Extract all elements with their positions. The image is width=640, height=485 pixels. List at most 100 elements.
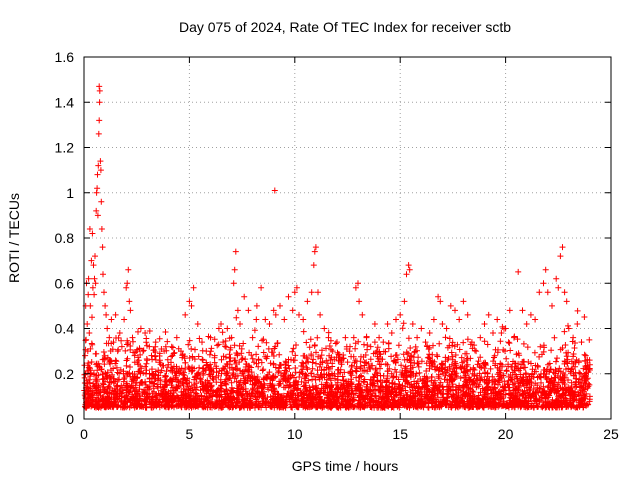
data-point xyxy=(513,393,520,400)
data-point xyxy=(82,352,89,359)
data-point xyxy=(447,302,454,309)
data-point xyxy=(112,311,119,318)
data-point xyxy=(393,316,399,323)
data-point xyxy=(584,375,591,382)
y-axis-label: ROTI / TECUs xyxy=(6,193,22,283)
data-point xyxy=(112,388,119,395)
data-point xyxy=(492,388,499,395)
data-point xyxy=(502,384,509,391)
data-point xyxy=(565,388,572,395)
data-point xyxy=(570,334,577,341)
data-point xyxy=(494,316,501,323)
data-point xyxy=(281,370,288,377)
data-point xyxy=(103,311,110,318)
data-point xyxy=(527,311,534,318)
data-point xyxy=(97,158,104,165)
data-point xyxy=(397,384,404,391)
data-point xyxy=(97,167,104,174)
x-tick-label: 0 xyxy=(80,426,88,442)
data-point xyxy=(123,284,130,291)
data-point xyxy=(557,253,564,260)
data-point xyxy=(291,357,298,364)
data-point xyxy=(430,316,437,323)
data-point xyxy=(285,293,292,300)
data-point xyxy=(376,334,383,341)
data-point xyxy=(422,339,429,346)
data-point xyxy=(137,325,144,332)
y-tick-label: 1.6 xyxy=(55,49,75,65)
data-point xyxy=(317,311,324,318)
data-point xyxy=(384,321,391,327)
data-point xyxy=(437,298,444,305)
data-point xyxy=(220,339,227,346)
data-point xyxy=(523,321,530,327)
data-point xyxy=(125,266,132,273)
data-point xyxy=(241,293,248,300)
data-point xyxy=(239,370,246,377)
data-point xyxy=(542,266,549,273)
data-point xyxy=(523,379,530,386)
data-point xyxy=(96,99,103,106)
data-point xyxy=(346,348,353,355)
data-point xyxy=(426,330,433,336)
data-point xyxy=(100,271,106,278)
data-point xyxy=(84,321,91,327)
data-point xyxy=(89,314,95,321)
data-point xyxy=(154,375,161,382)
data-point xyxy=(502,325,509,332)
data-point xyxy=(312,244,319,251)
data-point xyxy=(165,361,172,368)
data-point xyxy=(418,325,425,332)
chart-title: Day 075 of 2024, Rate Of TEC Index for r… xyxy=(179,19,511,35)
data-point xyxy=(293,284,300,291)
data-point xyxy=(228,334,235,341)
data-point xyxy=(281,316,288,323)
data-points xyxy=(82,83,593,411)
data-point xyxy=(194,321,201,327)
data-point xyxy=(409,321,416,327)
data-point xyxy=(519,307,526,314)
data-point xyxy=(401,298,408,305)
data-point xyxy=(506,307,513,314)
data-point xyxy=(96,117,103,124)
data-point xyxy=(108,316,115,323)
data-point xyxy=(133,379,140,386)
data-point xyxy=(580,384,587,391)
data-point xyxy=(323,379,330,386)
data-point xyxy=(418,388,425,395)
data-point xyxy=(218,321,224,327)
data-point xyxy=(270,361,277,368)
x-tick-label: 20 xyxy=(498,426,514,442)
data-point xyxy=(291,289,298,296)
data-point xyxy=(175,379,182,386)
data-point xyxy=(178,348,184,355)
data-point xyxy=(140,348,146,355)
data-point xyxy=(586,361,593,368)
data-point xyxy=(334,388,340,395)
data-point xyxy=(86,330,93,336)
y-tick-label: 1 xyxy=(66,185,74,201)
data-point xyxy=(85,275,92,282)
data-point xyxy=(302,375,309,382)
data-point xyxy=(92,253,98,260)
y-tick-label: 0.6 xyxy=(55,275,75,291)
data-point xyxy=(131,352,138,359)
data-point xyxy=(88,257,95,264)
data-point xyxy=(367,343,374,350)
x-tick-labels: 0 5 10 15 20 25 xyxy=(80,426,619,442)
data-point xyxy=(356,298,363,305)
data-point xyxy=(96,87,103,94)
data-point xyxy=(534,388,541,395)
data-point xyxy=(95,162,102,169)
data-point xyxy=(582,352,589,359)
data-point xyxy=(161,348,168,355)
data-point xyxy=(84,348,91,355)
data-point xyxy=(300,316,307,323)
data-point xyxy=(414,334,421,341)
data-point xyxy=(321,325,328,332)
data-point xyxy=(471,397,477,404)
data-point xyxy=(126,298,133,305)
data-point xyxy=(110,339,117,346)
data-point xyxy=(352,284,359,291)
